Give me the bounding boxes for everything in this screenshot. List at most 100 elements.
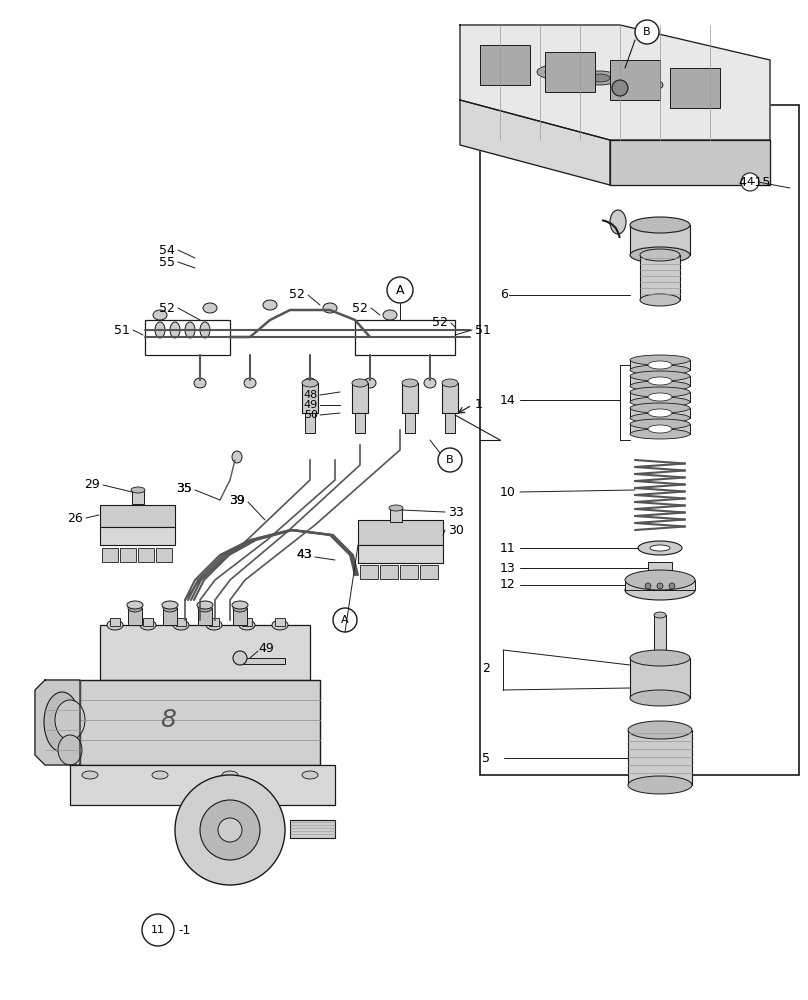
Bar <box>630 424 690 434</box>
Ellipse shape <box>630 371 690 381</box>
Ellipse shape <box>389 505 403 511</box>
Ellipse shape <box>628 776 692 794</box>
Bar <box>128 608 142 625</box>
Bar <box>290 820 335 838</box>
Text: B: B <box>643 27 650 37</box>
Text: 51: 51 <box>475 324 491 336</box>
Bar <box>402 383 418 413</box>
Ellipse shape <box>58 735 82 765</box>
Ellipse shape <box>194 378 206 388</box>
Text: 29: 29 <box>84 479 100 491</box>
Ellipse shape <box>537 65 573 79</box>
Ellipse shape <box>185 322 195 338</box>
Bar <box>358 520 443 545</box>
Ellipse shape <box>153 310 167 320</box>
Ellipse shape <box>500 61 520 69</box>
Bar <box>630 408 690 418</box>
Text: 4: 4 <box>739 176 746 188</box>
Ellipse shape <box>244 378 256 388</box>
Text: 2: 2 <box>482 662 490 674</box>
Text: 1: 1 <box>475 398 483 412</box>
Ellipse shape <box>630 217 690 233</box>
Ellipse shape <box>232 451 242 463</box>
Ellipse shape <box>233 604 247 612</box>
Text: 5: 5 <box>482 752 490 764</box>
Bar <box>360 565 378 579</box>
Ellipse shape <box>263 300 277 310</box>
Ellipse shape <box>582 71 618 85</box>
Ellipse shape <box>218 818 242 842</box>
Bar <box>233 608 247 625</box>
Bar <box>240 658 285 664</box>
Bar <box>70 765 335 805</box>
Ellipse shape <box>648 361 672 369</box>
Bar <box>442 383 458 413</box>
Ellipse shape <box>402 379 418 387</box>
Ellipse shape <box>131 487 145 493</box>
Ellipse shape <box>630 419 690 429</box>
Text: B: B <box>446 455 454 465</box>
Ellipse shape <box>630 403 690 413</box>
Ellipse shape <box>630 413 690 423</box>
Bar <box>355 413 365 433</box>
Text: 50: 50 <box>304 410 318 420</box>
Circle shape <box>333 608 357 632</box>
Bar <box>630 360 690 370</box>
Ellipse shape <box>650 545 670 551</box>
Circle shape <box>612 80 628 96</box>
Ellipse shape <box>630 247 690 263</box>
Bar <box>610 60 660 100</box>
Text: 48: 48 <box>304 390 318 400</box>
Bar <box>120 548 136 562</box>
Text: 52: 52 <box>352 302 368 314</box>
Ellipse shape <box>302 379 318 387</box>
Bar <box>198 608 212 625</box>
Text: 10: 10 <box>500 486 516 498</box>
Ellipse shape <box>635 81 655 89</box>
Ellipse shape <box>155 322 165 338</box>
Ellipse shape <box>175 775 285 885</box>
Ellipse shape <box>648 377 672 385</box>
Ellipse shape <box>55 700 85 740</box>
Bar <box>209 618 219 626</box>
Bar <box>625 580 695 590</box>
Ellipse shape <box>638 541 682 555</box>
Bar <box>352 383 368 413</box>
Bar <box>242 618 252 626</box>
Ellipse shape <box>200 800 260 860</box>
Bar <box>305 413 315 433</box>
Ellipse shape <box>590 74 610 82</box>
Bar <box>355 320 455 355</box>
Bar <box>302 383 318 413</box>
Ellipse shape <box>170 322 180 338</box>
Ellipse shape <box>128 604 142 612</box>
Bar <box>275 618 285 626</box>
Text: 49: 49 <box>304 400 318 410</box>
Text: 43: 43 <box>297 548 312 562</box>
Bar <box>670 68 720 108</box>
Ellipse shape <box>648 409 672 417</box>
Bar <box>102 548 118 562</box>
Circle shape <box>669 583 675 589</box>
Text: 14: 14 <box>500 393 516 406</box>
Ellipse shape <box>222 771 238 779</box>
Text: 11: 11 <box>500 542 516 554</box>
Bar <box>145 320 230 355</box>
Bar <box>156 548 172 562</box>
Circle shape <box>387 277 413 303</box>
Bar <box>380 565 398 579</box>
Ellipse shape <box>198 604 212 612</box>
Ellipse shape <box>383 310 397 320</box>
Polygon shape <box>460 100 610 185</box>
Bar <box>640 255 680 300</box>
Circle shape <box>142 914 174 946</box>
Ellipse shape <box>630 690 690 706</box>
Bar <box>163 608 177 625</box>
Ellipse shape <box>162 601 178 609</box>
Text: 51: 51 <box>114 324 130 336</box>
Text: 52: 52 <box>432 316 448 330</box>
Bar <box>400 565 418 579</box>
Ellipse shape <box>630 397 690 407</box>
Text: 35: 35 <box>176 482 192 494</box>
Ellipse shape <box>630 429 690 439</box>
